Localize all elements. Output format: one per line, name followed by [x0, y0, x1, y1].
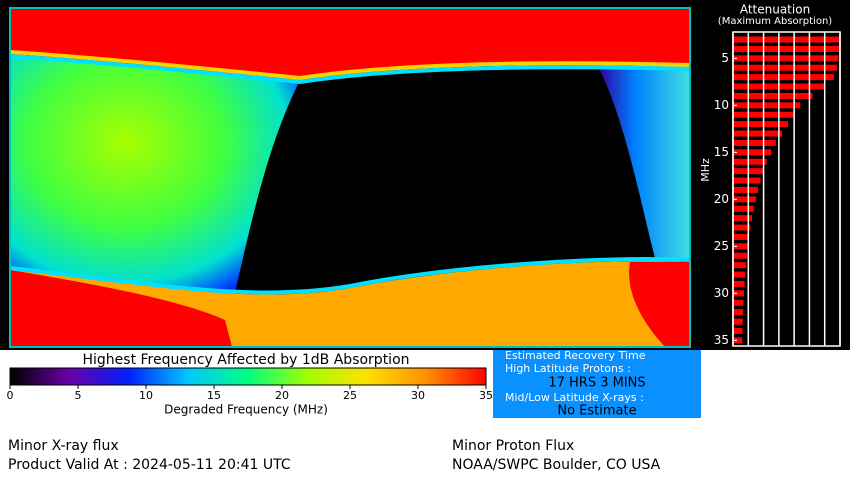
bar	[733, 186, 759, 193]
attenuation-subtitle: (Maximum Absorption)	[718, 16, 832, 27]
valid-time: Product Valid At : 2024-05-11 20:41 UTC	[8, 457, 291, 473]
y-tick-label: 10	[714, 98, 729, 112]
high-label: High Latitude Protons :	[505, 362, 631, 375]
bar	[733, 327, 743, 334]
x-tick-label: 15	[772, 351, 785, 362]
bar	[733, 224, 751, 231]
bar	[733, 271, 746, 278]
bar	[733, 55, 839, 62]
bar	[733, 318, 743, 325]
y-tick-label: 5	[721, 51, 729, 65]
bar	[733, 92, 813, 99]
bar	[733, 215, 752, 222]
colorbar-tick-label: 10	[139, 389, 153, 402]
colorbar-label: Degraded Frequency (MHz)	[164, 403, 328, 417]
bar	[733, 233, 750, 240]
y-tick-label: 30	[714, 286, 729, 300]
bar	[733, 337, 743, 344]
colorbar-tick-label: 5	[75, 389, 82, 402]
low-label: Mid/Low Latitude X-rays :	[505, 391, 644, 404]
x-tick-label: 30	[818, 351, 831, 362]
bar	[733, 130, 782, 137]
colorbar-tick-label: 35	[479, 389, 493, 402]
bar	[733, 36, 840, 43]
bar	[733, 74, 834, 81]
bar	[733, 205, 754, 212]
colorbar-title: Highest Frequency Affected by 1dB Absorp…	[82, 352, 409, 368]
colorbar-tick-label: 25	[343, 389, 357, 402]
recovery-title: Estimated Recovery Time	[505, 349, 646, 362]
bar	[733, 121, 789, 128]
colorbar-tick-label: 0	[7, 389, 14, 402]
proton-status: Minor Proton Flux	[452, 438, 574, 454]
attenuation-title: Attenuation	[740, 3, 810, 17]
high-value: 17 HRS 3 MINS	[548, 376, 645, 391]
y-tick-label: 25	[714, 239, 729, 253]
bar	[733, 299, 744, 306]
x-axis-label: dB	[766, 373, 783, 388]
y-axis-label: MHz	[699, 158, 712, 182]
bar	[733, 158, 767, 165]
y-tick-label: 35	[714, 333, 729, 347]
bar	[733, 280, 745, 287]
bar	[733, 309, 744, 316]
y-tick-label: 20	[714, 192, 729, 206]
bar	[733, 177, 761, 184]
colorbar-tick-label: 30	[411, 389, 425, 402]
x-tick-label: 35	[834, 351, 847, 362]
credit: NOAA/SWPC Boulder, CO USA	[452, 457, 661, 473]
bar	[733, 102, 801, 109]
bar	[733, 290, 745, 297]
recovery: Estimated Recovery Time High Latitude Pr…	[505, 349, 646, 419]
xray-status: Minor X-ray flux	[8, 438, 119, 454]
attenuation: Attenuation (Maximum Absorption) MHz dB	[699, 3, 832, 388]
x-tick-label: 10	[757, 351, 770, 362]
colorbar-tick-label: 15	[207, 389, 221, 402]
colorbar: Highest Frequency Affected by 1dB Absorp…	[82, 352, 409, 417]
bar	[733, 64, 837, 71]
bar	[733, 45, 840, 52]
y-tick-label: 15	[714, 145, 729, 159]
bar	[733, 196, 756, 203]
bar	[733, 149, 772, 156]
bar	[733, 243, 748, 250]
attenuation-frame	[732, 31, 841, 347]
x-tick-label: 20	[788, 351, 801, 362]
colorbar-tick-label: 20	[275, 389, 289, 402]
x-tick-label: 5	[745, 351, 751, 362]
bar	[733, 139, 776, 146]
low-value: No Estimate	[557, 404, 636, 419]
recovery-box	[493, 350, 701, 418]
bar	[733, 262, 747, 269]
footer: Minor X-ray flux Product Valid At : 2024…	[8, 438, 661, 473]
bar	[733, 252, 748, 259]
x-tick-label: 0	[730, 351, 736, 362]
colorbar-scale	[9, 367, 487, 386]
map	[9, 7, 691, 348]
x-tick-label: 25	[803, 351, 816, 362]
